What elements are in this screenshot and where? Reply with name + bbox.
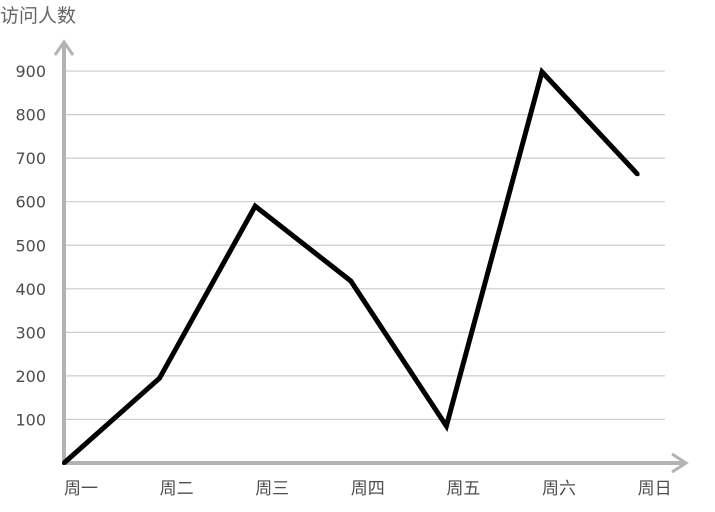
y-tick-label: 100 xyxy=(15,410,46,429)
x-tick-label: 周日 xyxy=(638,479,672,499)
tick-labels: 100 200 300 400 500 600 700 800 900 周一 周二 周三 周四 周五 周六 周… xyxy=(15,62,671,499)
data-point xyxy=(62,461,66,465)
y-tick-label: 200 xyxy=(15,367,46,386)
y-tick-label: 400 xyxy=(15,280,46,299)
data-point xyxy=(635,172,640,177)
y-axis-title: 访问人数 xyxy=(0,5,76,27)
x-tick-label: 周六 xyxy=(542,479,576,499)
x-axis-arrow-icon xyxy=(671,452,689,474)
x-tick-label: 周一 xyxy=(64,479,98,499)
y-tick-label: 500 xyxy=(15,236,46,255)
x-tick-label: 周四 xyxy=(351,479,385,499)
series-line xyxy=(62,66,640,465)
y-tick-label: 900 xyxy=(15,62,46,81)
axes xyxy=(53,39,689,474)
y-tick-label: 600 xyxy=(15,193,46,212)
y-tick-label: 700 xyxy=(15,149,46,168)
data-point xyxy=(444,423,449,428)
y-tick-label: 300 xyxy=(15,323,46,342)
x-tick-label: 周二 xyxy=(160,479,194,499)
data-point xyxy=(540,69,544,74)
y-axis-arrow-icon xyxy=(53,39,75,56)
y-tick-label: 800 xyxy=(15,106,46,125)
x-tick-label: 周五 xyxy=(446,479,480,499)
data-point xyxy=(348,278,353,283)
series-layer xyxy=(62,66,640,465)
x-tick-label: 周三 xyxy=(255,479,289,499)
data-point xyxy=(157,376,162,381)
grid-lines xyxy=(64,70,665,421)
data-point xyxy=(253,204,258,209)
